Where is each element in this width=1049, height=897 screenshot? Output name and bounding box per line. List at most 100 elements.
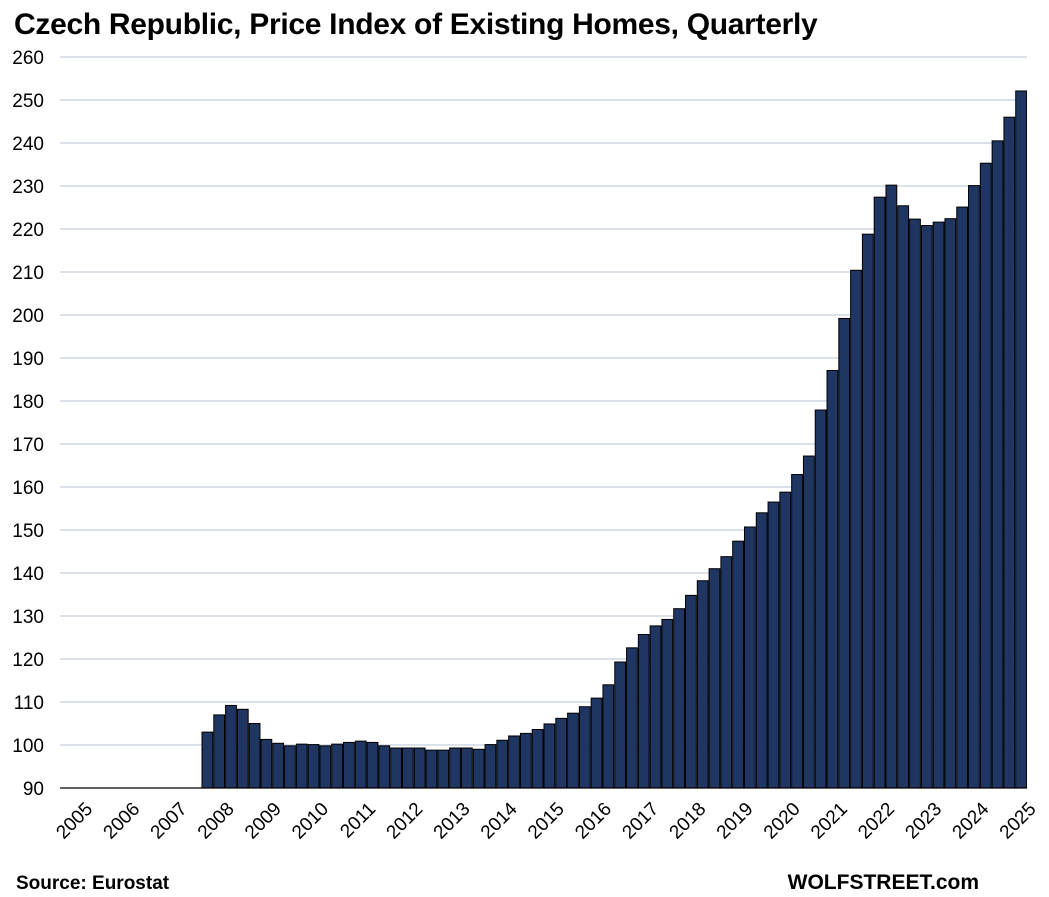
x-tick-label: 2019: [713, 799, 758, 844]
bar: [236, 708, 249, 789]
bar: [673, 608, 686, 789]
bar: [472, 748, 485, 789]
bar: [578, 706, 591, 789]
y-tick-label: 130: [12, 607, 44, 628]
bar: [248, 723, 261, 789]
bar: [531, 729, 544, 789]
bar: [920, 225, 933, 789]
bar: [685, 594, 697, 789]
y-tick-label: 140: [12, 564, 44, 585]
source-label: Source: Eurostat: [16, 873, 170, 894]
bar: [661, 618, 674, 789]
bar: [354, 740, 367, 789]
x-tick-label: 2017: [618, 799, 663, 844]
y-tick-label: 150: [12, 521, 44, 542]
bar: [991, 140, 1004, 789]
x-tick-label: 2009: [241, 799, 286, 844]
x-tick-label: 2021: [807, 799, 852, 844]
x-tick-label: 2025: [996, 799, 1041, 844]
bar: [225, 704, 237, 789]
y-tick-label: 240: [12, 134, 44, 155]
x-tick-label: 2011: [336, 799, 380, 843]
bar: [272, 742, 285, 789]
x-tick-label: 2020: [760, 799, 805, 844]
bar: [307, 744, 320, 789]
bar: [496, 739, 509, 789]
bar: [555, 717, 568, 789]
bar: [401, 747, 414, 789]
bar: [319, 745, 332, 789]
bar: [1015, 90, 1028, 789]
x-tick-label: 2005: [52, 799, 97, 844]
bar: [343, 741, 355, 789]
y-tick-label: 200: [12, 306, 44, 327]
bar: [850, 269, 862, 789]
bar: [791, 474, 803, 789]
y-tick-label: 120: [12, 650, 44, 671]
bar: [425, 749, 438, 789]
bar: [802, 455, 815, 789]
bar: [838, 317, 851, 789]
watermark: WOLFSTREET.com: [787, 871, 979, 894]
chart-title: Czech Republic, Price Index of Existing …: [14, 8, 818, 41]
bar: [284, 745, 296, 789]
y-tick-label: 100: [12, 736, 44, 757]
bar: [885, 184, 898, 789]
x-tick-label: 2022: [854, 799, 899, 844]
bar: [743, 526, 756, 789]
y-tick-label: 170: [12, 435, 44, 456]
bar: [567, 712, 579, 789]
bar: [614, 661, 627, 789]
y-tick-label: 160: [12, 478, 44, 499]
x-tick-label: 2010: [288, 799, 333, 844]
bar: [378, 745, 391, 789]
x-tick-label: 2023: [901, 799, 946, 844]
x-tick-label: 2012: [383, 799, 428, 844]
y-tick-label: 230: [12, 177, 44, 198]
bar: [649, 625, 662, 789]
bar: [508, 735, 520, 789]
bar: [968, 185, 980, 789]
bar: [449, 747, 461, 789]
bar: [826, 369, 839, 789]
bar: [519, 732, 532, 789]
y-tick-label: 110: [14, 693, 44, 714]
bar: [944, 218, 957, 789]
x-tick-label: 2014: [477, 798, 522, 843]
x-tick-label: 2024: [949, 798, 994, 843]
x-tick-labels: 2005 2006 2007 2008 2009 2010 2011 2012 2013 2014…: [52, 798, 1040, 843]
x-tick-label: 2006: [100, 799, 145, 844]
y-tick-label: 190: [12, 349, 44, 370]
y-tick-label: 210: [12, 263, 44, 284]
y-tick-label: 250: [12, 91, 44, 112]
bar: [413, 747, 426, 789]
bars: [201, 90, 1028, 789]
bar: [484, 744, 497, 789]
y-tick-label: 90: [23, 779, 44, 800]
x-tick-label: 2008: [194, 799, 239, 844]
bar: [295, 743, 308, 789]
bar: [932, 221, 945, 789]
bar: [732, 540, 744, 789]
bar: [767, 501, 780, 789]
bar: [626, 647, 638, 789]
bar: [637, 633, 650, 789]
bar: [460, 747, 473, 789]
y-tick-label: 220: [12, 220, 44, 241]
x-tick-label: 2016: [571, 799, 616, 844]
bar: [956, 206, 969, 789]
y-tick-label: 180: [12, 392, 44, 413]
bar: [897, 205, 910, 789]
bar: [260, 738, 273, 789]
bar: [1003, 116, 1016, 789]
bar: [979, 162, 992, 789]
x-tick-label: 2018: [666, 799, 711, 844]
bar: [437, 749, 450, 789]
bar: [755, 512, 768, 789]
bar: [590, 697, 603, 789]
bar: [873, 196, 886, 789]
bar: [213, 714, 226, 789]
bar: [861, 233, 874, 789]
x-tick-label: 2013: [430, 799, 475, 844]
